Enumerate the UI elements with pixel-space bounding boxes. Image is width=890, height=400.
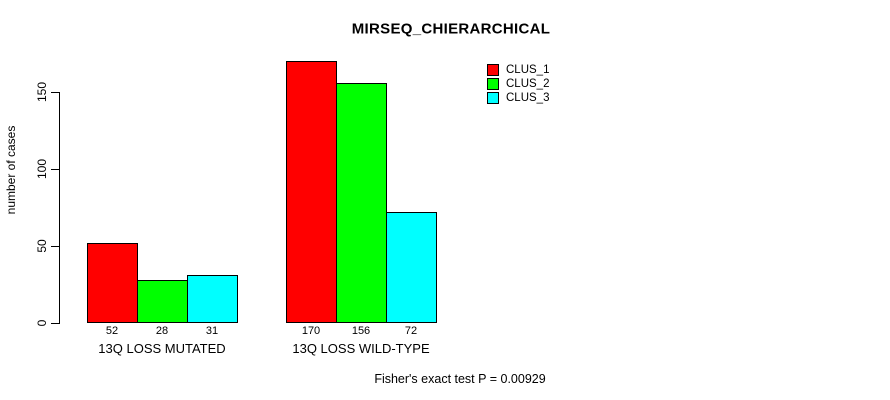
y-axis-tick <box>51 92 59 93</box>
y-axis-tick <box>51 323 59 324</box>
y-axis-tick-label: 50 <box>35 239 49 253</box>
legend-item-clus-2: CLUS_2 <box>487 77 549 91</box>
legend-label-clus-2: CLUS_2 <box>506 78 550 90</box>
bar-value-label: 52 <box>105 325 119 337</box>
y-axis-tick-label: 0 <box>35 319 49 327</box>
bar-clus_2-group-2 <box>336 83 387 323</box>
bar-clus_3-group-2 <box>386 212 437 323</box>
y-axis-label: number of cases <box>4 125 18 215</box>
bar-clus_1-group-2 <box>286 61 337 323</box>
category-label: 13Q LOSS WILD-TYPE <box>292 341 430 356</box>
bar-value-label: 156 <box>351 325 371 337</box>
legend-swatch-clus-2 <box>487 78 499 90</box>
legend-item-clus-1: CLUS_1 <box>487 63 549 77</box>
bar-clus_3-group-1 <box>187 275 238 323</box>
legend-label-clus-3: CLUS_3 <box>506 92 550 104</box>
bar-clus_2-group-1 <box>137 280 188 323</box>
chart-title: MIRSEQ_CHIERARCHICAL <box>351 20 551 38</box>
legend-swatch-clus-3 <box>487 92 499 104</box>
y-axis-tick-label: 150 <box>35 81 49 103</box>
legend: CLUS_1 CLUS_2 CLUS_3 <box>487 63 549 105</box>
y-axis-line <box>59 92 60 324</box>
legend-item-clus-3: CLUS_3 <box>487 91 549 105</box>
caption-fisher-test: Fisher's exact test P = 0.00929 <box>374 372 546 386</box>
category-label: 13Q LOSS MUTATED <box>98 341 226 356</box>
bar-value-label: 170 <box>301 325 321 337</box>
legend-swatch-clus-1 <box>487 64 499 76</box>
y-axis-tick <box>51 169 59 170</box>
bar-value-label: 31 <box>205 325 219 337</box>
y-axis-tick <box>51 246 59 247</box>
bar-clus_1-group-1 <box>87 243 138 323</box>
bar-value-label: 72 <box>404 325 418 337</box>
bar-value-label: 28 <box>155 325 169 337</box>
y-axis-tick-label: 100 <box>35 158 49 180</box>
legend-label-clus-1: CLUS_1 <box>506 64 550 76</box>
